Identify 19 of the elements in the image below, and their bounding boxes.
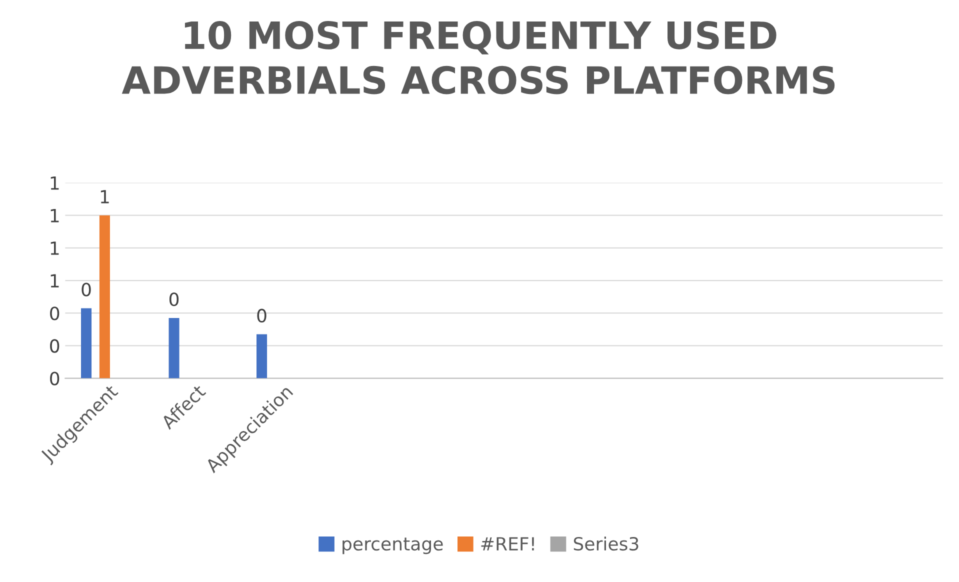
legend-label: percentage xyxy=(342,538,443,554)
bar xyxy=(81,308,92,378)
data-label: 0 xyxy=(257,308,266,322)
data-label: 1 xyxy=(100,190,109,204)
legend-label: #REF! xyxy=(481,537,534,550)
data-label: 0 xyxy=(169,292,179,306)
y-tick-label: 1 xyxy=(50,209,59,222)
y-tick-label: 0 xyxy=(50,339,60,353)
y-tick-label: 0 xyxy=(50,372,60,386)
y-tick-label: 1 xyxy=(50,242,59,255)
data-label: 0 xyxy=(82,282,91,296)
bar xyxy=(168,318,180,378)
legend-label: Series3 xyxy=(574,536,638,551)
y-tick-label: 0 xyxy=(50,306,60,320)
y-tick-label: 1 xyxy=(50,274,59,288)
chart-title: 10 MOST FREQUENTLY USED ADVERBIALS ACROSS PLATFORMS xyxy=(122,21,835,94)
bar xyxy=(99,215,110,378)
y-tick-label: 1 xyxy=(50,176,59,190)
bar xyxy=(256,334,268,378)
